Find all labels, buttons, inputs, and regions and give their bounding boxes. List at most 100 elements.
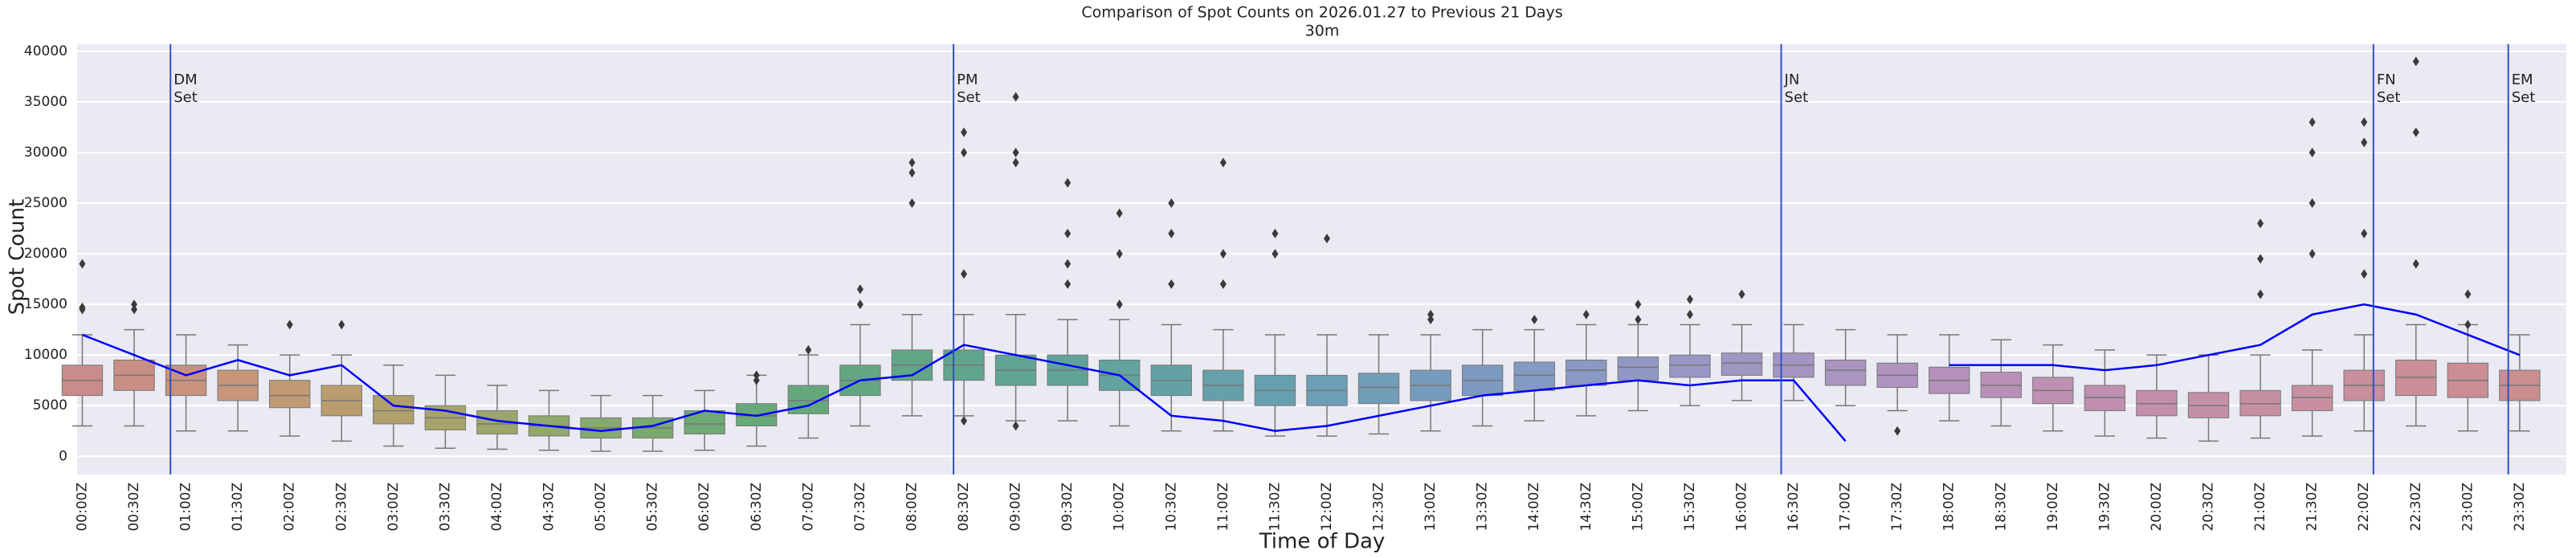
- x-tick-label: 16:00Z: [1733, 483, 1749, 532]
- x-tick-label: 18:30Z: [1993, 483, 2009, 532]
- annotation-label: Set: [174, 89, 198, 106]
- outlier: [908, 198, 916, 209]
- x-tick-label: 22:00Z: [2356, 483, 2372, 532]
- annotation-label: FN: [2377, 71, 2396, 88]
- outlier: [1012, 421, 1019, 431]
- annotation-label: Set: [957, 89, 981, 106]
- x-tick-label: 03:00Z: [386, 483, 402, 532]
- annotation-label: PM: [957, 71, 978, 88]
- outlier: [338, 320, 345, 330]
- outlier: [79, 302, 86, 312]
- x-tick-label: 04:00Z: [489, 483, 505, 532]
- x-tick-label: 19:00Z: [2045, 483, 2061, 532]
- x-tick-label: 09:30Z: [1059, 483, 1076, 532]
- x-tick-label: 08:30Z: [956, 483, 972, 532]
- y-tick-label: 40000: [24, 43, 67, 59]
- x-tick-label: 11:00Z: [1215, 483, 1231, 532]
- x-tick-label: 06:00Z: [696, 483, 712, 532]
- x-tick-label: 06:30Z: [749, 483, 765, 532]
- outlier: [1012, 157, 1019, 168]
- outlier: [1168, 198, 1175, 209]
- outlier: [2412, 259, 2419, 269]
- x-tick-label: 21:30Z: [2305, 483, 2321, 532]
- outlier: [1064, 279, 1072, 289]
- outlier: [2257, 218, 2264, 229]
- outlier: [1116, 208, 1123, 218]
- outlier: [1168, 228, 1175, 238]
- x-tick-label: 00:00Z: [74, 483, 90, 532]
- outlier: [1219, 157, 1227, 168]
- outlier: [2257, 254, 2264, 264]
- x-tick-label: 11:30Z: [1267, 483, 1283, 532]
- outlier: [2361, 137, 2368, 148]
- x-tick-label: 03:30Z: [437, 483, 453, 532]
- outlier: [961, 269, 968, 279]
- outlier: [1116, 299, 1123, 310]
- outlier: [1272, 249, 1279, 259]
- x-tick-label: 05:00Z: [593, 483, 609, 532]
- outlier: [1012, 92, 1019, 102]
- box: [1566, 359, 1607, 386]
- x-tick-label: 07:00Z: [800, 483, 816, 532]
- outlier: [1738, 289, 1745, 299]
- y-tick-label: 5000: [33, 397, 67, 413]
- x-tick-label: 12:00Z: [1319, 483, 1335, 532]
- outlier: [79, 259, 86, 269]
- outlier: [131, 304, 138, 315]
- outlier: [2361, 269, 2368, 279]
- outlier: [1686, 294, 1693, 304]
- annotation-label: JN: [1784, 71, 1800, 88]
- outlier: [2412, 127, 2419, 137]
- outlier: [1219, 279, 1227, 289]
- outlier: [856, 299, 863, 310]
- x-tick-label: 13:30Z: [1475, 483, 1491, 532]
- x-tick-label: 14:00Z: [1526, 483, 1542, 532]
- outlier: [1323, 234, 1330, 244]
- y-tick-label: 20000: [24, 246, 67, 262]
- x-tick-label: 15:30Z: [1682, 483, 1698, 532]
- y-tick-label: 10000: [24, 347, 67, 363]
- box: [373, 395, 414, 425]
- x-tick-label: 16:30Z: [1786, 483, 1802, 532]
- outlier: [2309, 117, 2316, 128]
- annotation-label: Set: [2512, 89, 2536, 106]
- annotation-label: Set: [2377, 89, 2401, 106]
- outlier: [908, 157, 916, 168]
- x-tick-label: 02:00Z: [282, 483, 298, 532]
- box: [1357, 373, 1400, 405]
- outlier: [2361, 228, 2368, 238]
- x-tick-label: 18:00Z: [1941, 483, 1958, 532]
- outlier: [961, 416, 968, 426]
- chart-subtitle: 30m: [1305, 22, 1340, 40]
- x-tick-label: 05:30Z: [645, 483, 661, 532]
- y-tick-label: 0: [59, 448, 67, 464]
- x-axis-label: Time of Day: [1259, 530, 1386, 554]
- outlier: [961, 127, 968, 137]
- outlier: [131, 299, 138, 310]
- outlier: [805, 344, 812, 355]
- outlier: [856, 284, 863, 295]
- y-tick-label: 25000: [24, 195, 67, 211]
- outlier: [2309, 249, 2316, 259]
- outlier: [2309, 147, 2316, 157]
- line: [82, 303, 2521, 442]
- x-tick-label: 01:30Z: [230, 483, 246, 532]
- x-tick-label: 04:30Z: [541, 483, 557, 532]
- x-tick-label: 20:00Z: [2149, 483, 2165, 532]
- y-tick-label: 35000: [24, 94, 67, 110]
- x-tick-label: 17:00Z: [1838, 483, 1854, 532]
- annotation-label: DM: [174, 71, 197, 88]
- x-tick-label: 00:30Z: [126, 483, 142, 532]
- outlier: [1272, 228, 1279, 238]
- outlier: [2412, 56, 2419, 67]
- x-tick-label: 08:00Z: [904, 483, 920, 532]
- outlier: [1219, 249, 1227, 259]
- outlier: [1686, 309, 1693, 320]
- outlier: [1064, 259, 1072, 269]
- box: [1617, 356, 1659, 381]
- x-tick-label: 02:30Z: [333, 483, 349, 532]
- x-tick-label: 09:00Z: [1008, 483, 1024, 532]
- chart-title: Comparison of Spot Counts on 2026.01.27 …: [1081, 4, 1562, 22]
- outlier: [1635, 299, 1642, 310]
